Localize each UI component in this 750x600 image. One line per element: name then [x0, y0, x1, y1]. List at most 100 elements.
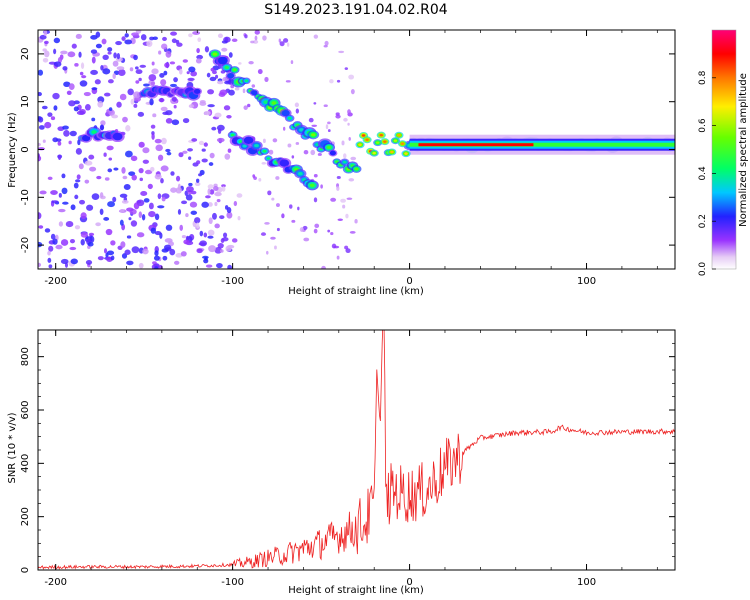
heatmap-noise	[163, 70, 168, 76]
heatmap-noise	[47, 250, 51, 256]
heatmap-noise	[119, 93, 127, 101]
heatmap-noise	[138, 262, 144, 269]
heatmap-noise	[101, 38, 107, 45]
heatmap-noise	[169, 61, 176, 65]
heatmap-noise	[212, 212, 217, 220]
heatmap-noise	[69, 246, 77, 251]
heatmap-blob-peak	[238, 140, 243, 143]
heatmap-noise	[196, 54, 204, 60]
heatmap-noise	[252, 39, 259, 44]
heatmap-noise	[281, 213, 285, 219]
heatmap-noise	[116, 52, 121, 60]
heatmap-noise	[38, 241, 43, 248]
heatmap-noise	[116, 101, 122, 108]
heatmap-noise	[91, 87, 98, 91]
heatmap-noise	[186, 71, 190, 75]
heatmap-noise	[244, 34, 248, 39]
heatmap-blob-core	[227, 72, 235, 79]
heatmap-noise	[58, 154, 62, 161]
heatmap-noise	[219, 89, 228, 96]
spectrogram-ytick-label: 0	[20, 146, 31, 152]
heatmap-noise	[130, 220, 138, 227]
heatmap-noise	[128, 217, 132, 221]
heatmap-noise	[53, 37, 61, 44]
heatmap-noise	[214, 112, 222, 118]
heatmap-noise	[187, 148, 193, 152]
heatmap-noise	[313, 102, 317, 105]
heatmap-noise	[150, 124, 156, 129]
heatmap-noise	[170, 171, 175, 176]
heatmap-noise	[38, 125, 45, 130]
heatmap-noise	[183, 239, 190, 245]
heatmap-noise	[84, 160, 93, 166]
heatmap-noise	[257, 69, 263, 75]
heatmap-blob-peak	[372, 151, 376, 155]
heatmap-noise	[110, 240, 116, 246]
heatmap-noise	[74, 225, 81, 230]
heatmap-noise	[223, 232, 228, 238]
snr-ytick-label: 600	[20, 400, 31, 419]
heatmap-noise	[329, 79, 334, 84]
heatmap-noise	[121, 199, 129, 204]
heatmap-noise	[204, 257, 208, 261]
spectrogram-ytick-label: -20	[20, 237, 31, 253]
heatmap-noise	[102, 54, 109, 61]
heatmap-noise	[154, 173, 162, 180]
heatmap-noise	[289, 204, 293, 209]
heatmap-noise	[38, 262, 42, 267]
heatmap-noise	[113, 52, 117, 59]
heatmap-noise	[112, 60, 119, 67]
heatmap-noise	[39, 34, 47, 40]
heatmap-noise	[121, 253, 128, 259]
heatmap-noise	[310, 149, 316, 156]
heatmap-noise	[62, 125, 69, 130]
heatmap-noise	[270, 236, 276, 240]
heatmap-noise	[108, 157, 113, 161]
heatmap-noise	[130, 155, 138, 162]
heatmap-noise	[185, 213, 189, 218]
heatmap-noise	[113, 167, 119, 171]
snr-ylabel: SNR (10 * v/v)	[7, 412, 18, 483]
heatmap-noise	[264, 76, 269, 82]
heatmap-noise	[264, 221, 270, 225]
heatmap-noise	[111, 114, 119, 119]
heatmap-noise	[112, 73, 116, 80]
heatmap-noise	[52, 92, 60, 100]
heatmap-noise	[171, 96, 177, 102]
heatmap-noise	[149, 98, 154, 106]
heatmap-noise	[209, 152, 215, 159]
heatmap-noise	[138, 211, 143, 218]
heatmap-noise	[216, 80, 224, 85]
heatmap-noise	[205, 195, 211, 199]
heatmap-noise	[122, 116, 128, 123]
heatmap-noise	[74, 194, 79, 200]
snr-series-line	[38, 330, 675, 570]
heatmap-noise	[84, 179, 90, 184]
heatmap-noise	[348, 178, 355, 182]
heatmap-noise	[324, 40, 329, 46]
heatmap-noise	[196, 222, 200, 229]
heatmap-noise	[275, 176, 280, 180]
heatmap-noise	[325, 124, 329, 130]
heatmap-noise	[87, 242, 94, 247]
heatmap-noise	[178, 152, 184, 158]
heatmap-noise	[170, 83, 177, 88]
heatmap-noise	[186, 186, 194, 193]
heatmap-blob-peak	[354, 167, 359, 171]
heatmap-noise	[153, 255, 160, 261]
heatmap-noise	[135, 69, 143, 75]
heatmap-noise	[162, 255, 168, 261]
heatmap-noise	[108, 107, 113, 112]
heatmap-noise	[214, 247, 222, 254]
heatmap-noise	[81, 75, 87, 79]
heatmap-noise	[175, 175, 181, 182]
heatmap-blob-core	[217, 56, 228, 65]
heatmap-noise	[291, 219, 296, 223]
heatmap-noise	[95, 31, 101, 38]
heatmap-noise	[154, 250, 159, 257]
heatmap-blob-core	[329, 150, 336, 156]
heatmap-noise	[69, 238, 76, 244]
heatmap-noise	[161, 43, 168, 50]
heatmap-noise	[96, 175, 102, 180]
